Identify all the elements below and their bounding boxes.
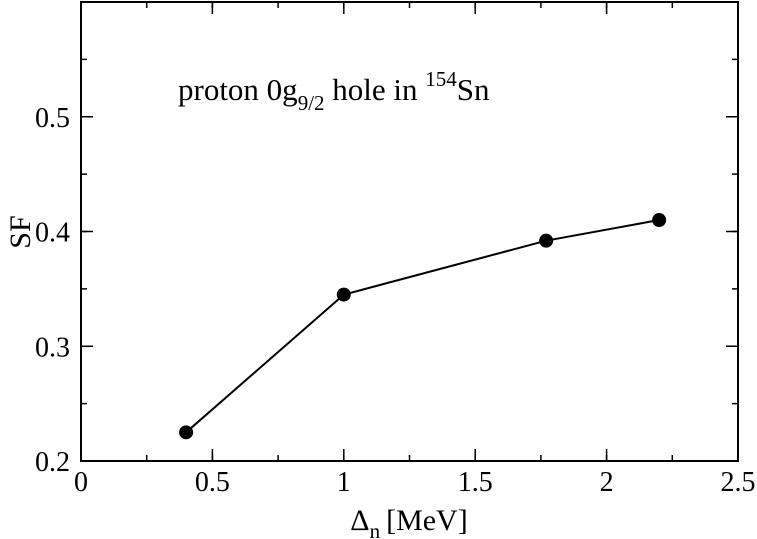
x-tick-label: 1.5 [458, 467, 493, 498]
x-axis-label-subscript: n [370, 519, 381, 539]
x-tick-label: 1 [337, 467, 351, 498]
x-axis-label-symbol: Δ [350, 504, 369, 537]
y-tick-label: 0.5 [35, 103, 70, 134]
annotation: proton 0g9/2 hole in 154Sn [178, 67, 490, 115]
ticks: 0 0.5 1 1.5 2 2.5 0.2 0.3 0.4 0.5 [35, 1, 756, 498]
y-axis-label: SF [4, 215, 37, 248]
y-tick-label: 0.3 [35, 332, 70, 363]
series-line [185, 219, 660, 434]
x-tick-label: 0.5 [195, 467, 230, 498]
annotation-prefix: proton 0g [178, 72, 298, 107]
data-point [539, 233, 554, 248]
y-tick-label: 0.4 [35, 218, 70, 249]
y-tick-label: 0.2 [35, 447, 70, 478]
annotation-superscript: 154 [425, 67, 457, 91]
data-point [652, 213, 667, 228]
x-axis-label: Δn [MeV] [350, 504, 467, 539]
x-tick-label: 0 [74, 467, 88, 498]
annotation-suffix: Sn [457, 72, 490, 107]
series [179, 213, 667, 440]
annotation-subscript: 9/2 [298, 91, 325, 115]
data-point [179, 425, 194, 440]
x-tick-label: 2 [600, 467, 614, 498]
x-tick-label: 2.5 [721, 467, 756, 498]
annotation-middle: hole in [325, 72, 426, 107]
data-point [336, 287, 351, 302]
x-axis-label-unit: [MeV] [386, 504, 468, 537]
plot-frame [80, 1, 739, 462]
